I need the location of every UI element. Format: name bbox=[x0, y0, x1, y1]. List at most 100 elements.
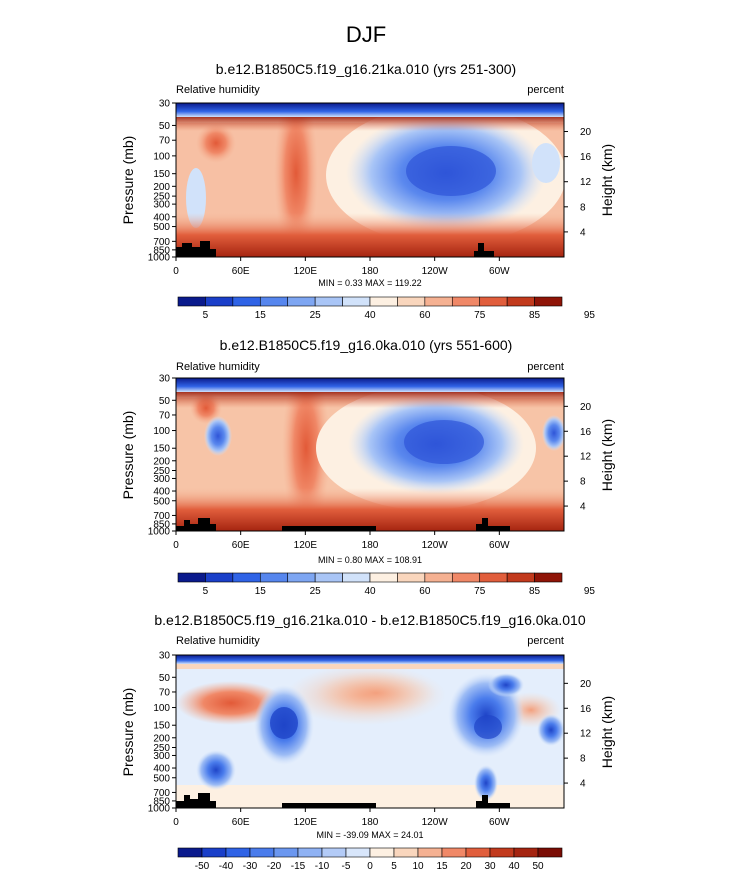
colorbar-label: 60 bbox=[419, 310, 431, 321]
colorbar-swatch bbox=[287, 572, 316, 583]
height-tick-label: 12 bbox=[580, 177, 592, 188]
height-tick-label: 8 bbox=[580, 754, 586, 765]
colorbar-label: 15 bbox=[436, 861, 448, 872]
x-tick-label: 120W bbox=[422, 817, 449, 828]
pressure-tick-label: 200 bbox=[153, 733, 170, 744]
colorbar-label: -20 bbox=[267, 861, 282, 872]
pressure-tick-label: 1000 bbox=[148, 253, 171, 264]
pressure-tick-label: 30 bbox=[159, 651, 171, 662]
x-tick-label: 60W bbox=[489, 266, 510, 277]
pressure-tick-label: 250 bbox=[153, 743, 170, 754]
height-tick-label: 4 bbox=[580, 227, 586, 238]
colorbar-swatch bbox=[534, 296, 563, 307]
colorbar-label: 25 bbox=[310, 310, 322, 321]
colorbar-label: 10 bbox=[412, 861, 424, 872]
colorbar-swatch bbox=[314, 296, 343, 307]
pressure-tick-label: 400 bbox=[153, 764, 170, 775]
pressure-tick-label: 850 bbox=[153, 796, 170, 807]
panel-3-ylabel-right: Height (km) bbox=[599, 696, 615, 768]
pressure-tick-label: 500 bbox=[153, 773, 170, 784]
colorbar-swatch bbox=[232, 296, 261, 307]
panel-3-ylabel: Pressure (mb) bbox=[120, 688, 136, 777]
colorbar-label: 5 bbox=[203, 586, 209, 597]
colorbar-swatch bbox=[451, 296, 481, 307]
colorbar-label: 20 bbox=[460, 861, 472, 872]
pressure-tick-label: 850 bbox=[153, 245, 170, 256]
panel-3-plot-area bbox=[176, 655, 564, 808]
pressure-tick-label: 700 bbox=[153, 237, 170, 248]
colorbar-label: 75 bbox=[474, 310, 486, 321]
pressure-tick-label: 100 bbox=[153, 426, 170, 437]
panel-2-ylabel: Pressure (mb) bbox=[120, 411, 136, 500]
colorbar-label: 15 bbox=[255, 310, 267, 321]
pressure-tick-label: 400 bbox=[153, 487, 170, 498]
colorbar-swatch bbox=[397, 296, 426, 307]
pressure-tick-label: 30 bbox=[159, 374, 171, 385]
colorbar-swatch bbox=[314, 572, 343, 583]
page-title: DJF bbox=[346, 22, 386, 47]
colorbar-label: 15 bbox=[255, 586, 267, 597]
colorbar-label: 60 bbox=[419, 586, 431, 597]
height-tick-label: 16 bbox=[580, 427, 592, 438]
colorbar-label: 30 bbox=[484, 861, 496, 872]
panel-3-colorbar: -50 -40 -30 -20 -15 -10 -5 0 5 10 15 20 30 40 50 bbox=[177, 847, 563, 872]
colorbar-label: -10 bbox=[315, 861, 330, 872]
colorbar-swatch bbox=[177, 572, 206, 583]
x-tick-label: 120W bbox=[422, 540, 449, 551]
colorbar-swatch bbox=[273, 847, 299, 858]
colorbar-label: -15 bbox=[291, 861, 306, 872]
panel-1-plot-area bbox=[176, 103, 564, 257]
colorbar-swatch bbox=[297, 847, 323, 858]
panel-3-right-label: percent bbox=[527, 635, 564, 647]
colorbar-swatch bbox=[506, 296, 535, 307]
pressure-tick-label: 70 bbox=[159, 136, 171, 147]
colorbar-label: 95 bbox=[584, 586, 596, 597]
panel-1-x-ticks: 0 60E 120E 180 120W 60W bbox=[173, 257, 510, 277]
colorbar-swatch bbox=[205, 572, 234, 583]
height-tick-label: 20 bbox=[580, 679, 592, 690]
panel-1-left-label: Relative humidity bbox=[176, 84, 260, 96]
height-tick-label: 4 bbox=[580, 502, 586, 513]
colorbar-swatch bbox=[369, 296, 398, 307]
x-tick-label: 120E bbox=[294, 266, 318, 277]
x-tick-label: 0 bbox=[173, 266, 179, 277]
colorbar-label: 5 bbox=[203, 310, 209, 321]
x-tick-label: 60E bbox=[232, 266, 250, 277]
colorbar-swatch bbox=[397, 572, 426, 583]
pressure-tick-label: 250 bbox=[153, 192, 170, 203]
colorbar-swatch bbox=[479, 572, 508, 583]
panel-2-right-label: percent bbox=[527, 361, 564, 373]
height-tick-label: 12 bbox=[580, 729, 592, 740]
colorbar-swatch bbox=[369, 847, 395, 858]
height-tick-label: 20 bbox=[580, 402, 592, 413]
colorbar-label: 40 bbox=[364, 310, 376, 321]
panel-3-stats: MIN = -39.09 MAX = 24.01 bbox=[316, 830, 423, 840]
colorbar-swatch bbox=[321, 847, 347, 858]
colorbar-swatch bbox=[342, 572, 371, 583]
x-tick-label: 180 bbox=[362, 540, 379, 551]
pressure-tick-label: 200 bbox=[153, 182, 170, 193]
pressure-tick-label: 30 bbox=[159, 99, 171, 110]
panel-3-height-ticks: 20 16 12 8 4 bbox=[564, 679, 592, 790]
colorbar-label: -30 bbox=[243, 861, 258, 872]
x-tick-label: 0 bbox=[173, 540, 179, 551]
pressure-tick-label: 100 bbox=[153, 703, 170, 714]
pressure-tick-label: 50 bbox=[159, 396, 171, 407]
panel-2-left-label: Relative humidity bbox=[176, 361, 260, 373]
height-tick-label: 4 bbox=[580, 779, 586, 790]
panel-2-x-ticks: 0 60E 120E 180 120W 60W bbox=[173, 531, 510, 551]
pressure-tick-label: 50 bbox=[159, 673, 171, 684]
panel-3-x-ticks: 0 60E 120E 180 120W 60W bbox=[173, 808, 510, 828]
colorbar-swatch bbox=[506, 572, 535, 583]
x-tick-label: 120E bbox=[294, 540, 318, 551]
pressure-tick-label: 700 bbox=[153, 511, 170, 522]
pressure-tick-label: 150 bbox=[153, 444, 170, 455]
pressure-tick-label: 300 bbox=[153, 474, 170, 485]
pressure-tick-label: 200 bbox=[153, 456, 170, 467]
colorbar-label: 85 bbox=[529, 586, 541, 597]
colorbar-swatch bbox=[177, 847, 203, 858]
pressure-tick-label: 500 bbox=[153, 496, 170, 507]
